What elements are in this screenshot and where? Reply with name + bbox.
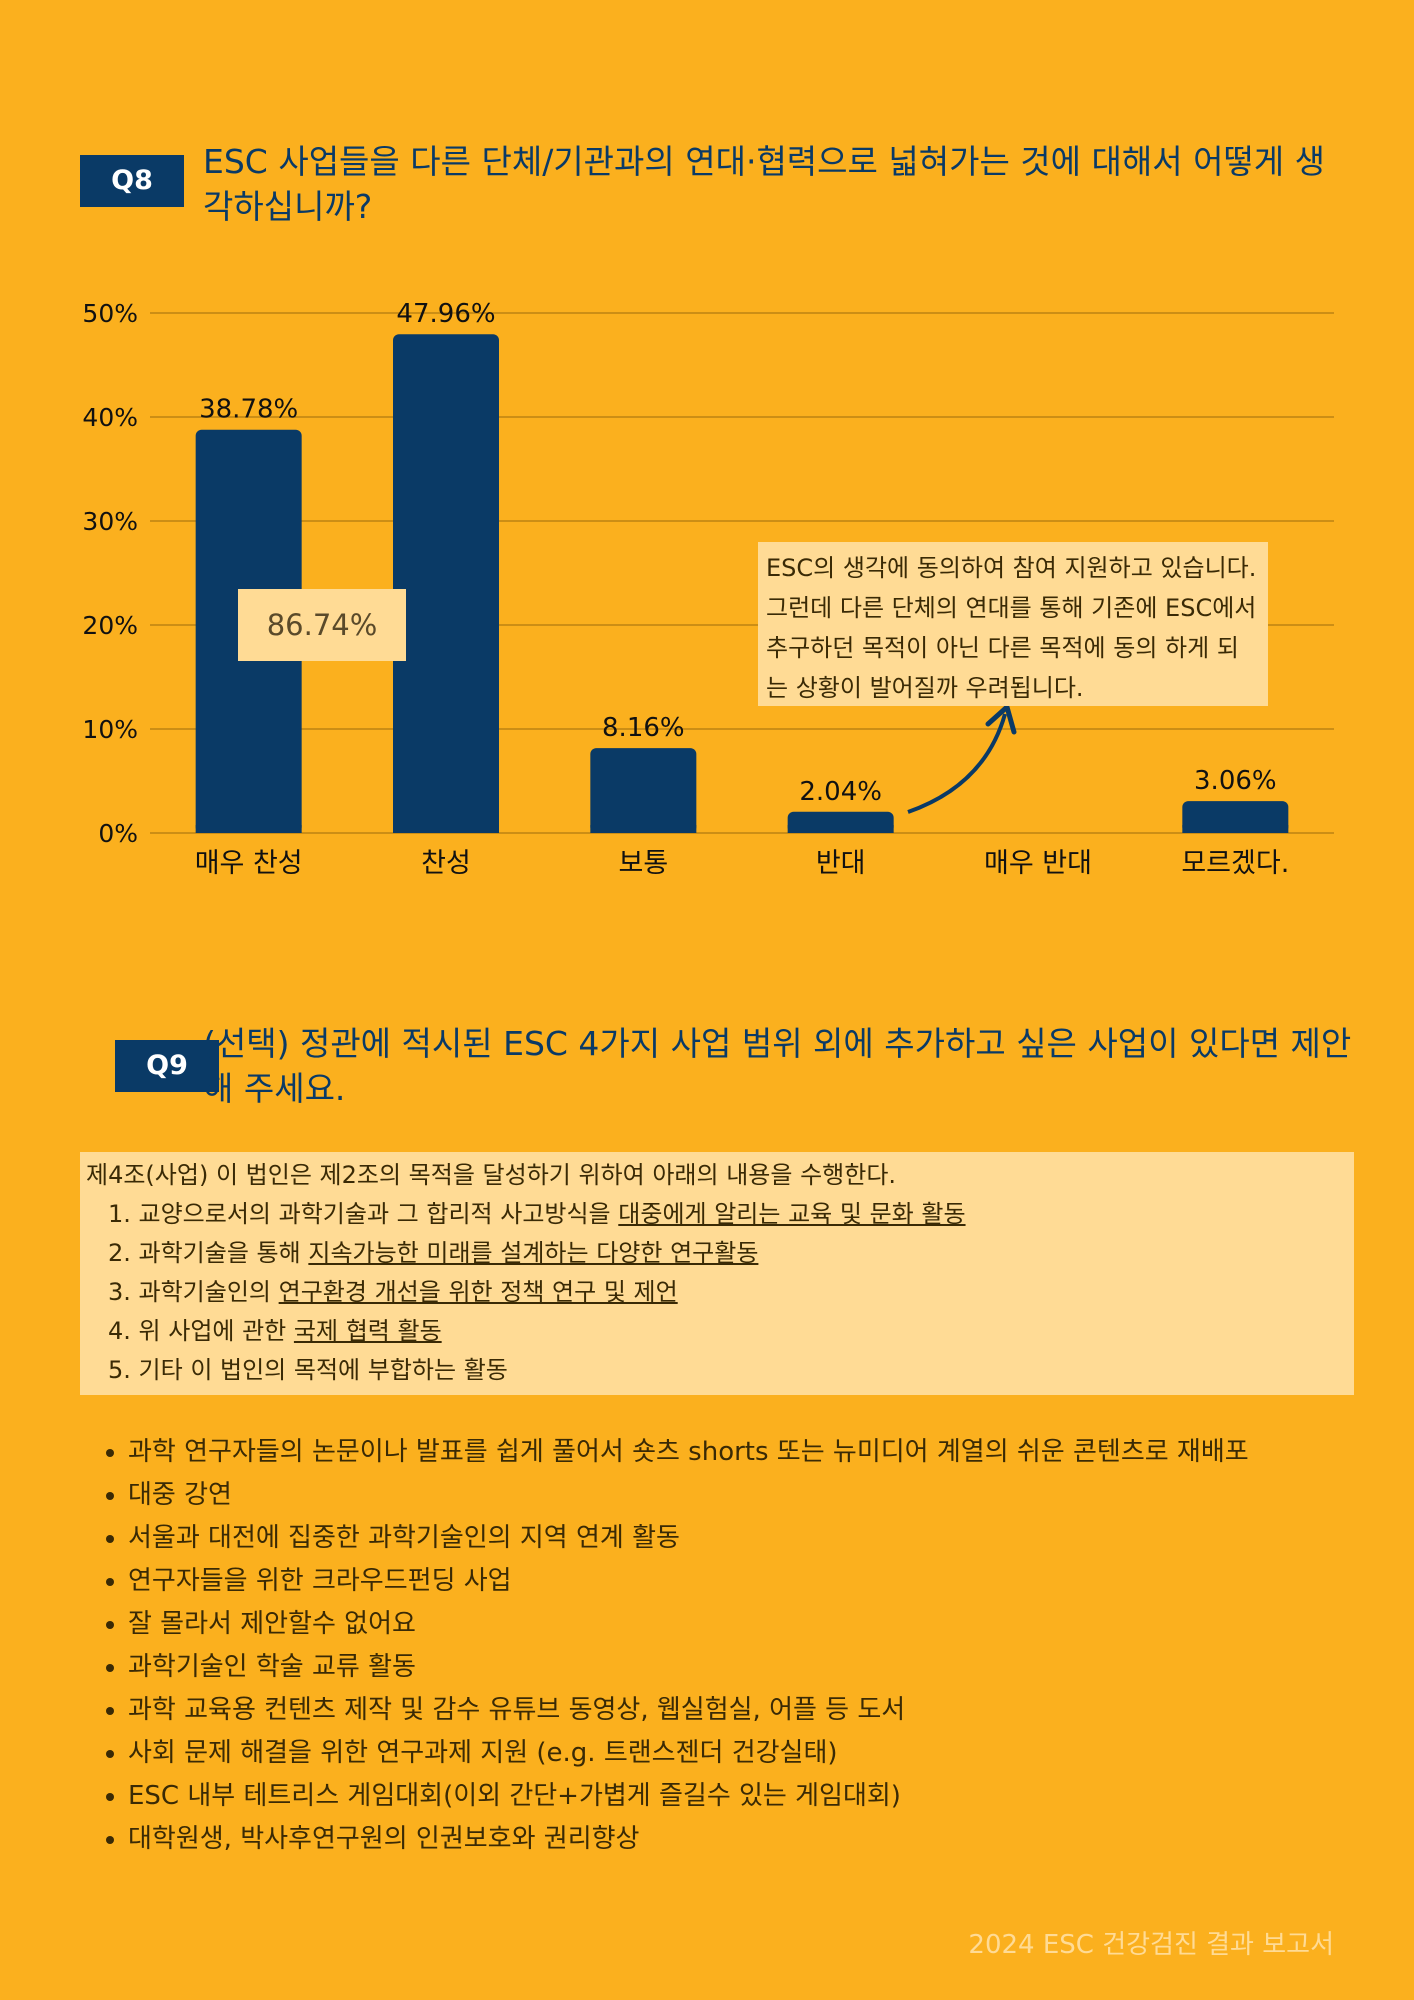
x-tick-label: 반대 <box>816 848 866 879</box>
y-tick-label: 0% <box>98 819 138 848</box>
data-label: 47.96% <box>396 299 495 329</box>
response-item: 연구자들을 위한 크라우드펀딩 사업 <box>128 1560 1414 1603</box>
bar-base <box>195 825 302 833</box>
respondent-comment: ESC의 생각에 동의하여 참여 지원하고 있습니다. 그런데 다른 단체의 연… <box>758 542 1268 706</box>
x-tick-label: 매우 찬성 <box>195 848 303 879</box>
response-item: 잘 몰라서 제안할수 없어요 <box>128 1603 1414 1646</box>
bylaws-item: 3. 과학기술인의 연구환경 개선을 위한 정책 연구 및 제언 <box>108 1278 678 1306</box>
bylaws-article-box: 제4조(사업) 이 법인은 제2조의 목적을 달성하기 위하여 아래의 내용을 … <box>80 1152 1354 1395</box>
x-tick-label: 매우 반대 <box>984 848 1092 879</box>
report-footer: 2024 ESC 건강검진 결과 보고서 <box>968 1930 1334 1960</box>
bar-base <box>787 825 894 833</box>
q9-badge: Q9 <box>115 1040 219 1092</box>
q8-bar-chart: 0% 10% 20% 30% 40% 50% 38.78% 매우 찬성 47.96% 찬성 8.16… <box>82 299 1334 879</box>
y-tick-label: 50% <box>82 299 138 328</box>
y-tick-label: 20% <box>82 611 138 640</box>
response-item: ESC 내부 테트리스 게임대회(이외 간단+가볍게 즐길수 있는 게임대회) <box>128 1775 1414 1818</box>
bylaws-item: 2. 과학기술을 통해 지속가능한 미래를 설계하는 다양한 연구활동 <box>108 1239 759 1267</box>
y-tick-label: 10% <box>82 715 138 744</box>
response-item: 사회 문제 해결을 위한 연구과제 지원 (e.g. 트랜스젠더 건강실태) <box>128 1732 1414 1775</box>
x-tick-label: 모르겠다. <box>1181 848 1289 879</box>
bar-base <box>590 825 697 833</box>
response-item: 과학 연구자들의 논문이나 발표를 쉽게 풀어서 숏츠 shorts 또는 뉴미… <box>128 1431 1414 1474</box>
response-item: 과학 교육용 컨텐츠 제작 및 감수 유튜브 동영상, 웹실험실, 어플 등 도… <box>128 1689 1414 1732</box>
chart-labels: 0% 10% 20% 30% 40% 50% 38.78% 매우 찬성 47.96% 찬성 8.16… <box>82 299 1289 879</box>
bar-base <box>1182 825 1289 833</box>
bar <box>393 334 499 833</box>
q9-question-title: (선택) 정관에 적시된 ESC 4가지 사업 범위 외에 추가하고 싶은 사업… <box>203 1024 1352 1108</box>
data-label: 2.04% <box>799 777 882 807</box>
q9-responses-list: 과학 연구자들의 논문이나 발표를 쉽게 풀어서 숏츠 shorts 또는 뉴미… <box>98 1431 1414 1861</box>
q8-badge: Q8 <box>80 155 184 207</box>
bylaws-intro: 제4조(사업) 이 법인은 제2조의 목적을 달성하기 위하여 아래의 내용을 … <box>86 1161 897 1189</box>
x-tick-label: 보통 <box>618 848 668 879</box>
y-tick-label: 30% <box>82 507 138 536</box>
comment-arrow-head <box>985 704 1017 735</box>
data-label: 3.06% <box>1194 766 1277 796</box>
response-item: 서울과 대전에 집중한 과학기술인의 지역 연계 활동 <box>128 1517 1414 1560</box>
response-item: 과학기술인 학술 교류 활동 <box>128 1646 1414 1689</box>
q8-question-title: ESC 사업들을 다른 단체/기관과의 연대·협력으로 넓혀가는 것에 대해서 … <box>203 142 1326 226</box>
bylaws-item: 5. 기타 이 법인의 목적에 부합하는 활동 <box>108 1356 508 1384</box>
bar <box>590 748 697 833</box>
response-item: 대중 강연 <box>128 1474 1414 1517</box>
response-item: 대학원생, 박사후연구원의 인권보호와 권리향상 <box>128 1818 1414 1861</box>
comment-arrow <box>907 713 1007 814</box>
bylaws-item: 4. 위 사업에 관한 국제 협력 활동 <box>108 1317 442 1345</box>
bylaws-item: 1. 교양으로서의 과학기술과 그 합리적 사고방식을 대중에게 알리는 교육 … <box>108 1200 966 1228</box>
combined-agree-percentage: 86.74% <box>238 589 406 661</box>
data-label: 8.16% <box>602 713 685 743</box>
data-label: 38.78% <box>199 395 298 425</box>
bar-base <box>393 825 499 833</box>
y-tick-label: 40% <box>82 403 138 432</box>
x-tick-label: 찬성 <box>421 848 471 879</box>
